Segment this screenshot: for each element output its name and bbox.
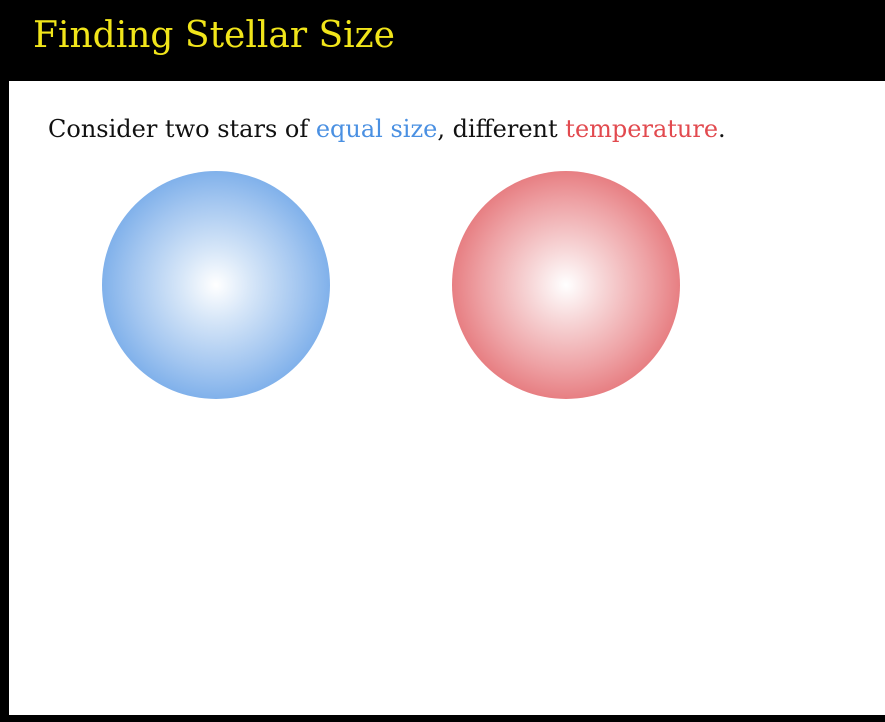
intro-text-middle: , different [437, 115, 566, 143]
blue-star-sphere [102, 171, 330, 399]
red-star-sphere [452, 171, 680, 399]
intro-text-after: . [718, 115, 726, 143]
slide-title: Finding Stellar Size [33, 15, 395, 56]
title-bar: Finding Stellar Size [0, 0, 885, 81]
footer-strip [0, 715, 885, 722]
slide-content: Consider two stars of equal size, differ… [9, 81, 885, 715]
intro-sentence: Consider two stars of equal size, differ… [48, 113, 726, 145]
highlight-temperature: temperature [565, 115, 719, 143]
intro-text-before: Consider two stars of [48, 115, 316, 143]
highlight-equal-size: equal size [315, 115, 438, 143]
